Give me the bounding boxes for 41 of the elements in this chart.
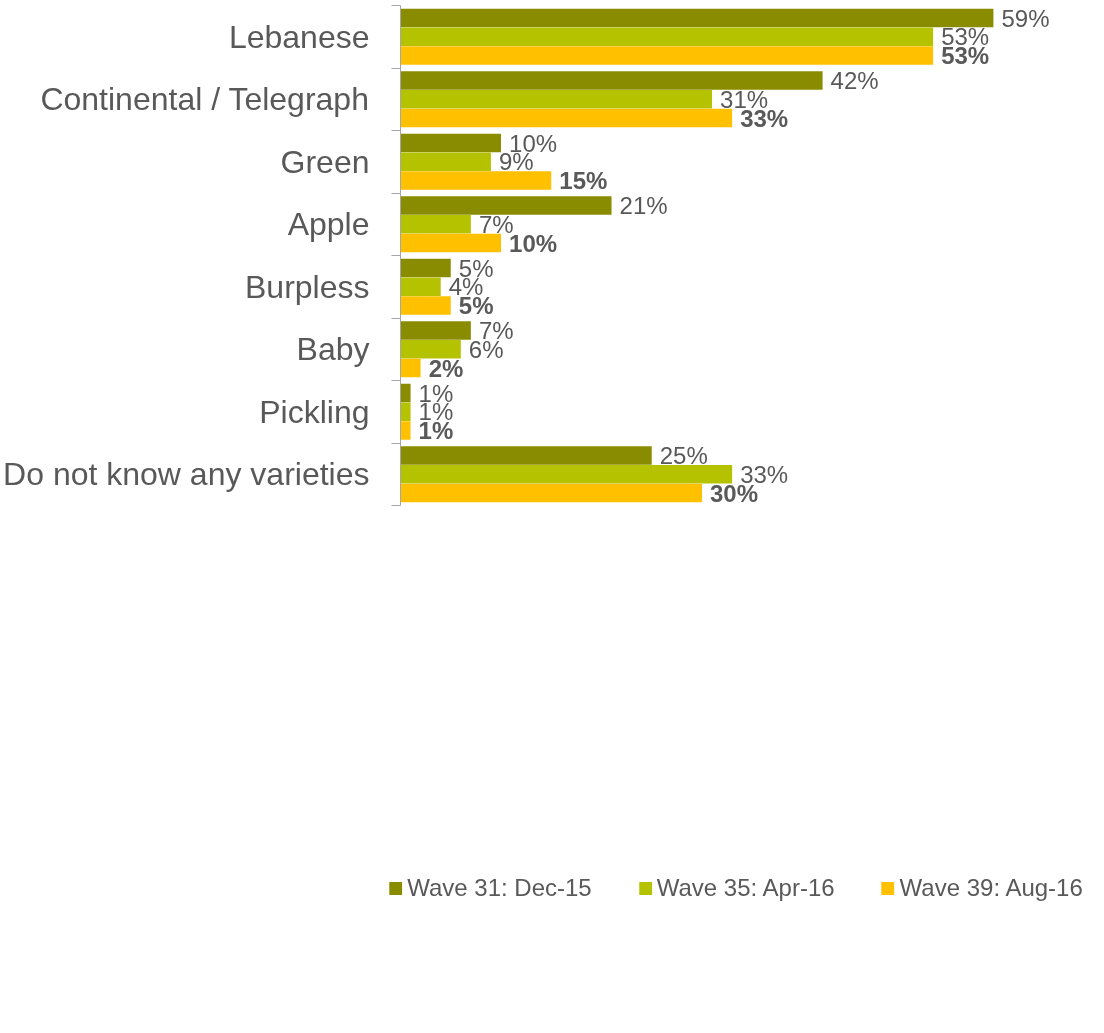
- bar: [400, 171, 552, 190]
- bar: [400, 383, 411, 403]
- bar: [400, 277, 441, 296]
- bar: [400, 446, 652, 465]
- bar: [400, 196, 612, 215]
- bar: [400, 46, 934, 65]
- y-tick-label: Do not know any varieties: [3, 456, 370, 493]
- y-tick-label: Burpless: [245, 268, 370, 305]
- bar: [400, 27, 934, 46]
- data-label: 42%: [830, 67, 879, 94]
- bar: [400, 465, 733, 484]
- legend-label: Wave 35: Apr-16: [656, 874, 835, 902]
- bar: [400, 340, 461, 359]
- bar: [400, 258, 451, 278]
- y-tick-label: Baby: [296, 331, 370, 368]
- bar: [400, 215, 471, 234]
- data-label: 59%: [1001, 4, 1050, 32]
- y-tick-label: Green: [280, 143, 370, 180]
- y-tick-label: Pickling: [259, 393, 370, 430]
- data-label: 25%: [659, 442, 708, 469]
- data-label: 21%: [619, 192, 668, 219]
- y-tick-label: Apple: [287, 206, 370, 243]
- bar: [400, 8, 994, 28]
- bar: [400, 71, 823, 90]
- bar: [400, 108, 733, 128]
- bar: [400, 133, 501, 153]
- data-label: 2%: [428, 354, 464, 382]
- y-tick-label: Continental / Telegraph: [40, 81, 369, 118]
- legend-label: Wave 31: Dec-15: [407, 874, 592, 902]
- bar: [400, 233, 501, 253]
- bar: [400, 296, 451, 315]
- y-tick-label: Lebanese: [228, 18, 370, 55]
- bar: [400, 358, 421, 378]
- bar: [400, 402, 411, 421]
- data-label: 15%: [559, 167, 608, 194]
- bar: [400, 483, 702, 503]
- bar: [400, 152, 491, 171]
- bar: [400, 90, 713, 109]
- bar: [400, 421, 411, 440]
- legend-label: Wave 39: Aug-16: [899, 874, 1083, 902]
- bar: [400, 321, 471, 340]
